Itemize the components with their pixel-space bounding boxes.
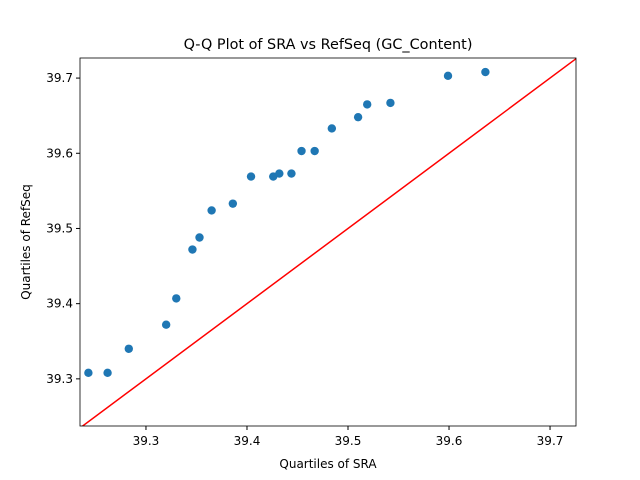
point <box>443 71 453 81</box>
y-tick-label: 39.3 <box>46 372 73 386</box>
point <box>188 245 197 254</box>
y-tick-label: 39.6 <box>46 146 73 160</box>
x-tick-label: 39.4 <box>234 434 261 448</box>
reference-line <box>81 58 576 426</box>
point <box>327 124 337 133</box>
point <box>287 169 296 178</box>
x-tick-label: 39.6 <box>436 434 463 448</box>
x-axis-label: Quartiles of SRA <box>279 457 377 471</box>
point <box>310 146 319 156</box>
point <box>246 172 256 181</box>
point <box>362 100 372 109</box>
point <box>275 169 284 178</box>
point <box>207 206 216 215</box>
y-axis-label: Quartiles of RefSeq <box>19 184 33 300</box>
point <box>172 294 181 303</box>
point <box>228 199 238 208</box>
x-tick-label: 39.5 <box>335 434 362 448</box>
point <box>481 67 490 77</box>
x-tick-label: 39.7 <box>537 434 564 448</box>
y-tick-label: 39.7 <box>46 71 73 85</box>
y-tick-label: 39.5 <box>46 221 73 235</box>
point <box>124 344 133 353</box>
plot-frame <box>79 57 577 427</box>
point <box>161 320 171 329</box>
point <box>84 368 93 378</box>
x-tick-label: 39.3 <box>133 434 160 448</box>
y-tick-label: 39.4 <box>46 297 73 311</box>
point <box>103 368 112 378</box>
point <box>386 98 395 108</box>
point <box>353 112 363 122</box>
point <box>195 233 204 242</box>
point <box>297 146 306 156</box>
chart-title: Q-Q Plot of SRA vs RefSeq (GC_Content) <box>184 37 473 53</box>
